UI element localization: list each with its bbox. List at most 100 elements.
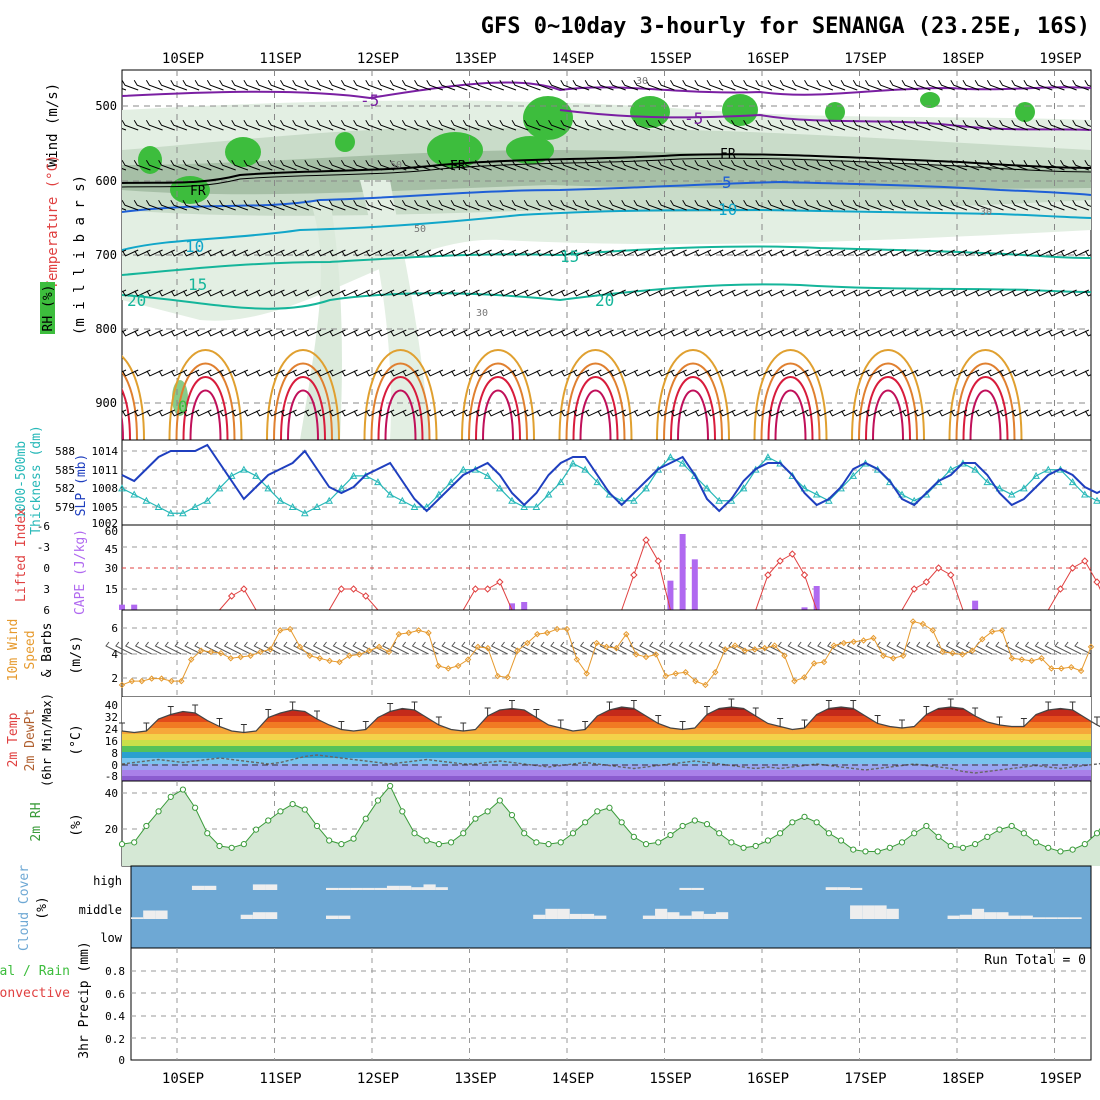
li-point xyxy=(1081,557,1089,565)
minmax-bar xyxy=(435,716,442,725)
upper-barb xyxy=(292,119,309,131)
wind-point xyxy=(385,648,393,656)
rh-point xyxy=(655,839,662,846)
upper-barb xyxy=(328,79,346,91)
wind-tick-2: 2 xyxy=(111,672,118,685)
upper-barb xyxy=(682,369,700,377)
upper-barb xyxy=(633,79,651,91)
upper-barb xyxy=(816,159,834,171)
wind-barb xyxy=(629,641,647,655)
upper-barb xyxy=(1060,119,1077,131)
warm-loop xyxy=(677,389,709,440)
minmax-bar xyxy=(240,724,247,733)
upper-barb xyxy=(925,199,943,211)
date-label-top: 17SEP xyxy=(844,51,886,67)
upper-barb xyxy=(535,199,553,211)
label-fr-1: FR xyxy=(190,184,206,199)
wind-barb xyxy=(678,641,696,655)
upper-barb xyxy=(950,369,968,377)
warm-loop xyxy=(468,362,528,440)
rh-point xyxy=(472,815,479,822)
cloud-middle-bar xyxy=(569,913,582,919)
upper-barb xyxy=(133,79,151,91)
rh-point xyxy=(338,841,345,848)
label-15a: 15 xyxy=(188,275,207,294)
upper-barb xyxy=(341,249,358,257)
minmax-bar xyxy=(655,715,662,724)
upper-barb xyxy=(243,199,261,211)
upper-barb xyxy=(560,199,578,211)
upper-barb xyxy=(426,329,444,337)
upper-barb xyxy=(524,289,541,297)
label-rh30c: 30 xyxy=(980,207,992,218)
upper-barb xyxy=(194,199,212,211)
upper-barb xyxy=(573,409,590,417)
upper-barb xyxy=(804,199,821,211)
thick-tick-582: 582 xyxy=(55,482,75,495)
upper-barb xyxy=(328,119,346,131)
warm-loop xyxy=(948,349,1023,440)
temp-band xyxy=(122,770,1091,776)
rh-point xyxy=(898,839,906,846)
upper-barb xyxy=(865,369,882,377)
upper-barb xyxy=(243,409,261,417)
cloud-panel: high middle low Cloud Cover (%) xyxy=(17,865,1092,951)
upper-barb xyxy=(1072,159,1089,171)
upper-barb xyxy=(889,249,907,257)
rh-point xyxy=(959,844,967,851)
wind-point xyxy=(464,656,472,663)
wind-point xyxy=(860,637,867,644)
upper-barb xyxy=(304,119,322,131)
rh-point xyxy=(691,817,698,824)
upper-barb xyxy=(1047,159,1065,171)
wind-barb xyxy=(184,641,202,655)
minmax-bar xyxy=(460,722,467,731)
rh-point xyxy=(1057,848,1064,855)
rh-point xyxy=(764,837,772,844)
cloud-high-bar xyxy=(423,884,436,890)
cape-bar xyxy=(509,603,515,610)
upper-barb xyxy=(816,289,834,297)
cloud-middle-bar xyxy=(557,908,570,919)
cloud-middle-bar xyxy=(984,912,997,919)
thickness-point xyxy=(422,502,431,510)
upper-barb xyxy=(609,199,626,211)
upper-barb xyxy=(1048,249,1065,257)
temperature-mask xyxy=(122,697,1091,733)
upper-barb xyxy=(597,329,614,337)
thickness-point xyxy=(1032,471,1040,479)
upper-barb xyxy=(621,409,639,417)
upper-barb xyxy=(633,119,651,131)
thickness-point xyxy=(995,484,1004,492)
upper-barb xyxy=(841,249,858,257)
wind-barb xyxy=(223,641,241,655)
upper-barb xyxy=(828,249,846,257)
rh-point xyxy=(545,841,552,848)
upper-barb xyxy=(401,199,419,211)
thickness-point xyxy=(593,478,602,486)
date-label-top: 11SEP xyxy=(259,51,301,67)
upper-barb xyxy=(718,159,736,171)
upper-barb xyxy=(134,249,151,257)
upper-barb xyxy=(572,79,590,91)
upper-barb xyxy=(926,409,943,417)
rh-point xyxy=(460,830,467,837)
wind-barb xyxy=(787,641,805,655)
wind-barb xyxy=(886,641,904,655)
upper-barb xyxy=(1084,159,1091,167)
upper-barb xyxy=(438,159,456,171)
temp-tick-24: 24 xyxy=(105,723,119,736)
wind-point xyxy=(494,672,501,680)
p-tick-900: 900 xyxy=(95,396,117,410)
wind-panel: 6 4 2 10m Wind Speed & Barbs (m/s) xyxy=(6,609,1095,698)
wind-point xyxy=(316,655,323,662)
upper-barb xyxy=(414,199,431,211)
minmax-bar xyxy=(1069,701,1076,710)
rh-point xyxy=(118,841,126,848)
wind-point xyxy=(504,674,511,681)
upper-barb xyxy=(877,119,894,131)
rh-point xyxy=(752,842,759,850)
upper-barb xyxy=(304,409,322,417)
upper-barb xyxy=(1036,409,1053,417)
wind-point xyxy=(178,677,185,685)
